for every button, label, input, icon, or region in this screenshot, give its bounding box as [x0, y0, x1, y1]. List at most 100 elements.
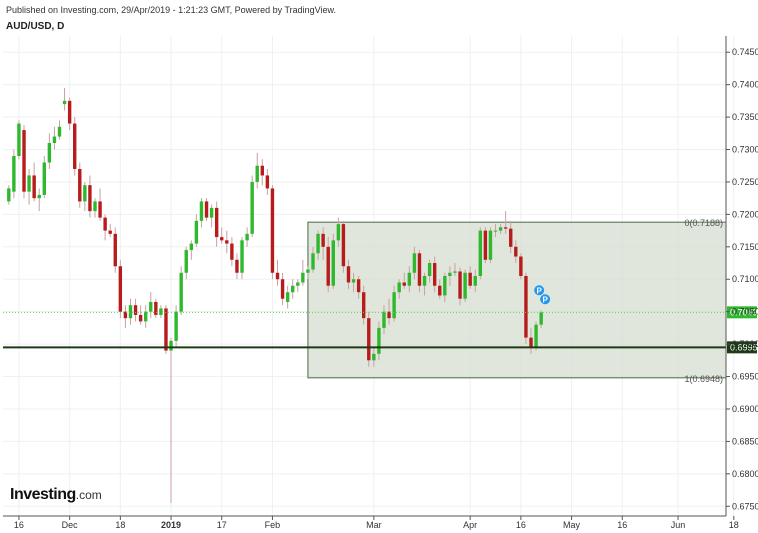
candle-body: [356, 279, 361, 293]
candle-body: [179, 272, 183, 312]
price-axis: 0.7450 0.7400 0.7350 0.7300 0.7250 0.7200 0.71…: [725, 36, 758, 516]
candle-body: [225, 240, 229, 244]
investing-logo: Investing.com: [10, 486, 102, 504]
candle-body: [387, 311, 391, 319]
range-box-top-label: 0(0.7188): [684, 218, 723, 228]
x-tick-label: 17: [217, 520, 227, 530]
candle-body: [133, 305, 138, 315]
candle-body: [412, 253, 417, 273]
candle-body: [83, 185, 87, 202]
y-tick-label: 0.7300: [732, 145, 758, 155]
candle-body: [265, 175, 270, 189]
candle-body: [331, 240, 335, 286]
candle-body: [93, 201, 97, 212]
published-caption: Published on Investing.com, 29/Apr/2019 …: [6, 5, 337, 15]
candle-body: [149, 301, 153, 312]
x-tick-label: 2019: [161, 520, 181, 530]
candle-body: [88, 185, 92, 212]
candles-layer: [7, 87, 543, 504]
candle-body: [209, 207, 214, 218]
x-tick-label: 16: [516, 520, 526, 530]
candle-body: [301, 272, 305, 283]
candle-body: [103, 217, 107, 231]
candle-body: [164, 308, 168, 351]
y-tick-label: 0.6750: [732, 501, 758, 511]
candle-body: [519, 256, 523, 276]
candle-body: [529, 337, 533, 348]
support-price-label: 0.6995: [730, 342, 758, 352]
candle-body: [458, 271, 462, 299]
candle-body: [296, 282, 300, 286]
candle-body: [98, 201, 102, 218]
candle-body: [291, 285, 295, 293]
candle-body: [12, 156, 16, 192]
candle-body: [204, 201, 209, 218]
candle-body: [321, 233, 325, 247]
candle-body: [260, 165, 264, 176]
candle-body: [402, 282, 406, 286]
x-tick-label: 18: [115, 520, 125, 530]
candle-body: [463, 272, 467, 299]
logo-brand: Investing: [10, 486, 76, 503]
candle-body: [443, 276, 447, 296]
candle-body: [377, 327, 381, 354]
y-tick-label: 0.7100: [732, 274, 758, 284]
candle-body: [37, 194, 41, 199]
x-tick-label: 16: [14, 520, 24, 530]
candle-body: [138, 314, 143, 322]
candle-body: [382, 311, 386, 328]
y-tick-label: 0.7050: [732, 307, 758, 317]
candle-body: [483, 230, 488, 260]
candle-body: [397, 282, 401, 293]
x-tick-label: Dec: [62, 520, 79, 530]
candle-body: [275, 272, 280, 280]
range-box: [307, 221, 727, 379]
y-tick-label: 0.7400: [732, 80, 758, 90]
y-tick-label: 0.6800: [732, 469, 758, 479]
candle-body: [240, 240, 244, 273]
candle-body: [417, 253, 422, 286]
candle-body: [47, 143, 52, 163]
logo-domain: .com: [75, 488, 102, 502]
candle-body: [194, 220, 199, 244]
last-price-tag: [727, 306, 757, 319]
candle-body: [488, 230, 493, 260]
candle-body: [154, 301, 158, 315]
range-box-bottom-label: 1(0.6948): [684, 374, 723, 384]
candle-body: [448, 272, 452, 276]
y-tick-label: 0.6950: [732, 372, 758, 382]
symbol-title: AUD/USD, D: [6, 21, 65, 32]
y-tick-label: 0.7450: [732, 47, 758, 57]
candle-body: [362, 292, 366, 319]
x-tick-label: Feb: [265, 520, 281, 530]
overlay-layer: 0.6995 0.7049 PP: [3, 285, 758, 354]
candle-body: [189, 243, 194, 251]
candle-body: [7, 188, 11, 202]
candle-body: [367, 318, 371, 361]
candle-body: [392, 292, 396, 319]
candle-body: [159, 308, 163, 315]
candle-body: [311, 253, 315, 270]
candle-body: [514, 246, 518, 257]
x-tick-label: Apr: [463, 520, 477, 530]
candle-body: [230, 243, 234, 260]
range-box-layer: 0(0.7188) 1(0.6948): [307, 218, 727, 384]
candle-body: [468, 272, 472, 286]
x-tick-label: 16: [617, 520, 627, 530]
candle-body: [432, 263, 437, 286]
candle-body: [407, 272, 412, 286]
candle-body: [341, 224, 346, 267]
candle-body: [42, 162, 46, 195]
x-tick-label: May: [563, 520, 581, 530]
candle-body: [280, 279, 285, 299]
x-tick-label: Mar: [366, 520, 382, 530]
time-axis: 16 Dec 18 2019 17 Feb Mar Apr 16 May 16 Jun 18: [3, 515, 739, 530]
candle-body: [52, 136, 57, 144]
candle-body: [453, 271, 457, 273]
candle-body: [539, 312, 543, 325]
y-tick-label: 0.6850: [732, 436, 758, 446]
candle-body: [214, 207, 219, 238]
last-price-label: 0.7049: [730, 307, 758, 317]
p-badge-label: P: [542, 295, 548, 304]
